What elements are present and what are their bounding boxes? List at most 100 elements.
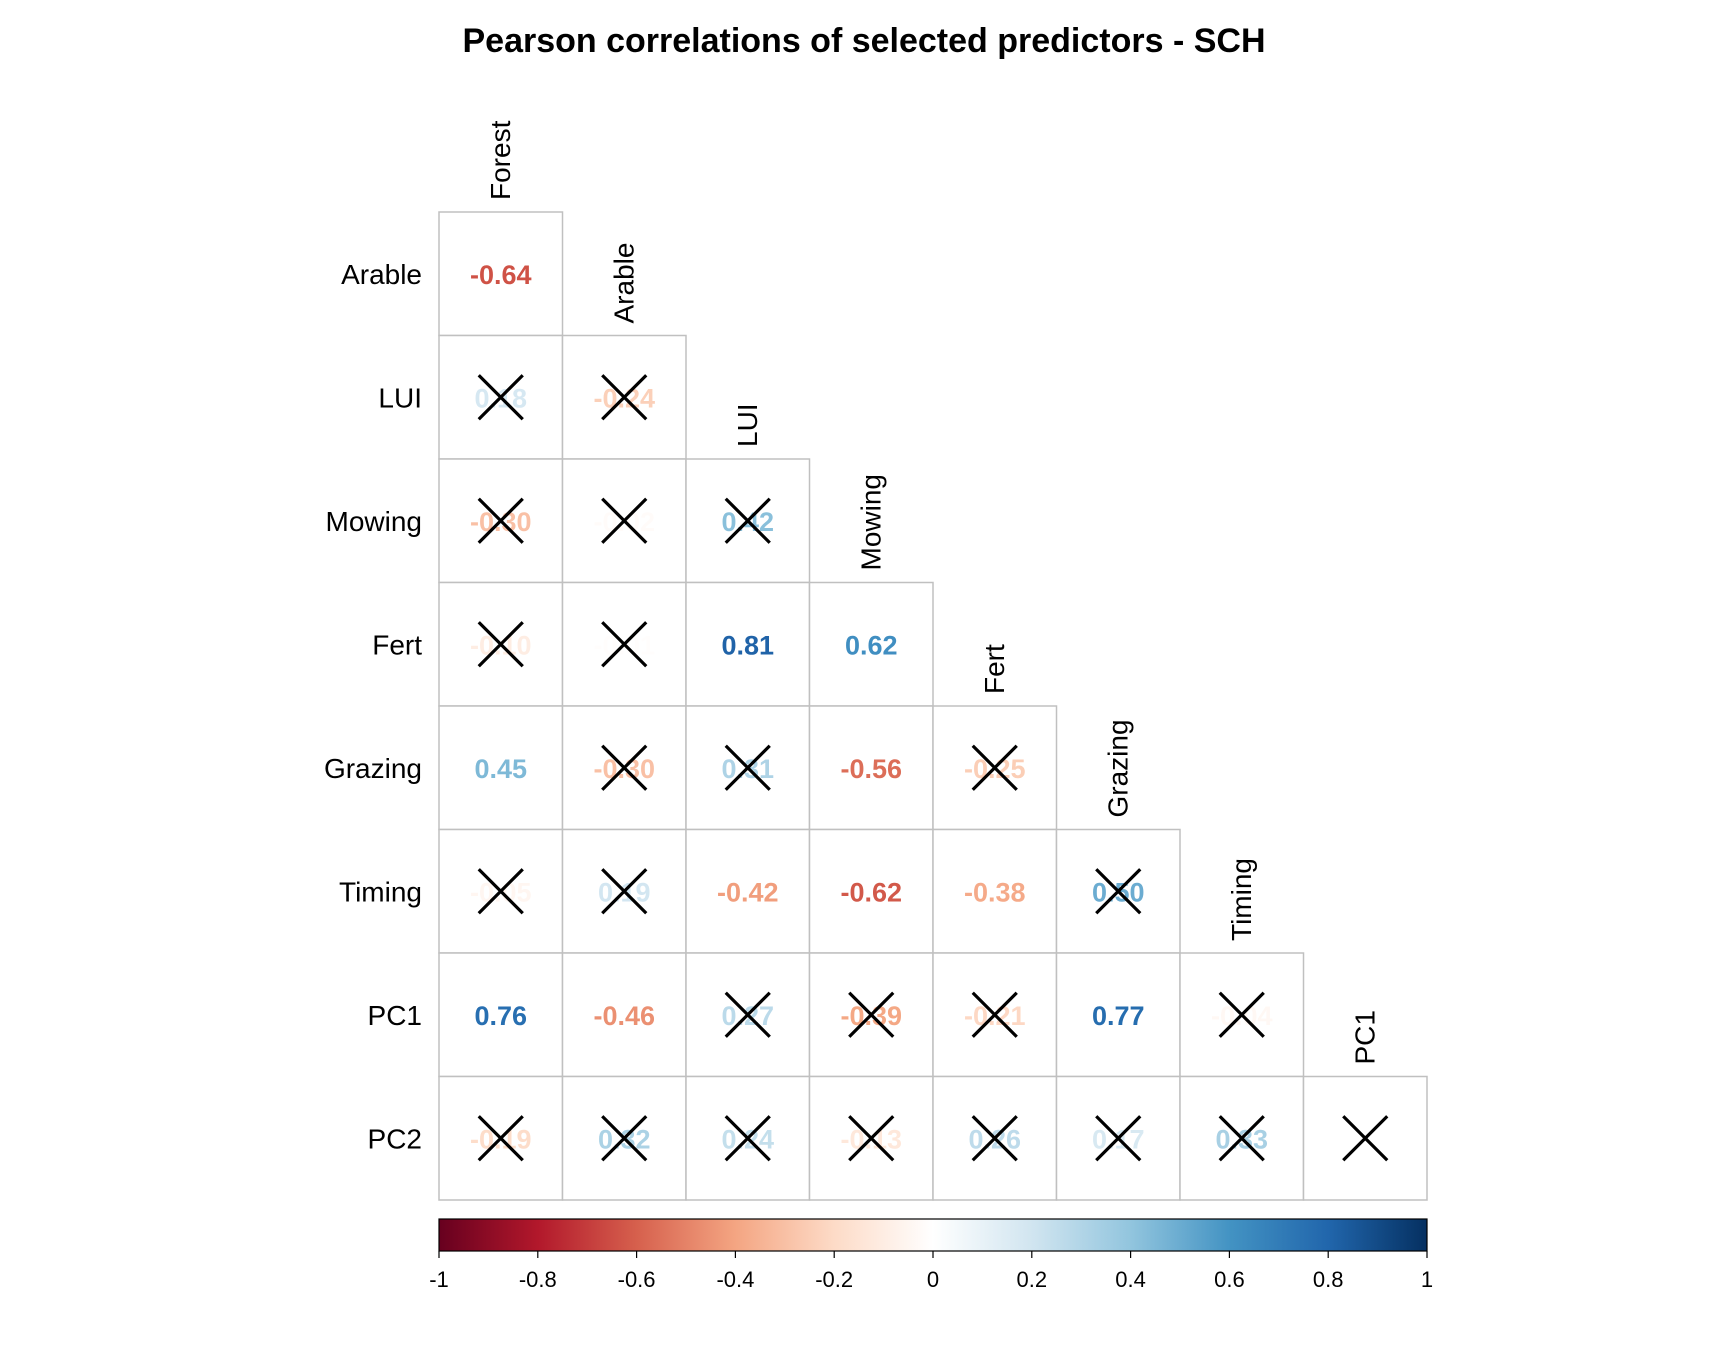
cell-border <box>1055 952 1181 1078</box>
colorbar-tick-label: 0.6 <box>1214 1267 1245 1292</box>
column-label: Arable <box>608 243 639 324</box>
cell-value-label: -0.38 <box>964 877 1026 907</box>
column-label: Grazing <box>1102 719 1133 817</box>
matrix-cell: -0.30 <box>561 705 687 831</box>
row-label: Fert <box>372 629 422 660</box>
cross-mark-icon <box>601 868 648 915</box>
cross-mark-icon <box>601 621 648 668</box>
cross-mark-icon <box>1218 1115 1265 1162</box>
cell-border <box>685 581 811 707</box>
cross-mark-icon <box>724 1115 771 1162</box>
matrix-cell: 0.26 <box>932 1075 1058 1201</box>
chart-title: Pearson correlations of selected predict… <box>462 22 1265 60</box>
cell-value-label: 0.76 <box>474 1001 527 1031</box>
matrix-cell: 0.32 <box>561 1075 687 1201</box>
matrix-cell <box>1302 1075 1428 1201</box>
cell-border <box>438 952 564 1078</box>
cross-mark-icon <box>971 1115 1018 1162</box>
matrix-cell: 0.31 <box>685 705 811 831</box>
matrix-cell: -0.56 <box>808 705 934 831</box>
column-label: PC1 <box>1349 1010 1380 1064</box>
cross-mark-icon <box>1095 1115 1142 1162</box>
row-label: Arable <box>341 259 422 290</box>
cross-mark-icon <box>477 497 524 544</box>
cell-border <box>932 828 1058 954</box>
matrix-cell: -0.21 <box>932 952 1058 1078</box>
cross-mark-icon <box>724 744 771 791</box>
colorbar-tick-label: -0.2 <box>815 1267 853 1292</box>
cross-mark-icon <box>477 621 524 668</box>
colorbar-tick-label: 0.2 <box>1017 1267 1048 1292</box>
matrix-cell: -0.05 <box>438 828 564 954</box>
cross-mark-icon <box>1095 868 1142 915</box>
matrix-cell: 0.18 <box>438 334 564 460</box>
matrix-cell: 0.81 <box>685 581 811 707</box>
cross-mark-icon <box>848 991 895 1038</box>
matrix-cell: 0.45 <box>438 705 564 831</box>
matrix-cell: -0.10 <box>438 581 564 707</box>
matrix-cell: -0.64 <box>438 211 564 337</box>
cell-value-label: -0.64 <box>470 260 532 290</box>
matrix-cell: 0.17 <box>1055 1075 1181 1201</box>
matrix-cell: -0.02 <box>561 458 687 584</box>
cells-layer: -0.640.18 -0.24-0.30 -0.02 0.42-0.10 -0.01 0.… <box>438 211 1428 1201</box>
colorbar-gradient <box>438 1218 1428 1252</box>
matrix-cell: 0.50 <box>1055 828 1181 954</box>
row-label: PC1 <box>368 1000 422 1031</box>
cell-value-label: 0.77 <box>1092 1001 1145 1031</box>
cell-value-label: 0.81 <box>721 630 774 660</box>
cross-mark-icon <box>971 744 1018 791</box>
matrix-cell: -0.46 <box>561 952 687 1078</box>
colorbar-tick-label: 0 <box>927 1267 939 1292</box>
matrix-cell: -0.19 <box>438 1075 564 1201</box>
matrix-cell: -0.04 <box>1179 952 1305 1078</box>
cross-mark-icon <box>724 991 771 1038</box>
cross-mark-icon <box>601 744 648 791</box>
matrix-cell: 0.42 <box>685 458 811 584</box>
row-label: LUI <box>378 382 422 413</box>
cross-mark-icon <box>477 1115 524 1162</box>
matrix-cell: -0.39 <box>808 952 934 1078</box>
matrix-cell: -0.01 <box>561 581 687 707</box>
cross-mark-icon <box>601 1115 648 1162</box>
cell-value-label: 0.62 <box>845 630 898 660</box>
cell-border <box>438 705 564 831</box>
matrix-cell: 0.27 <box>685 952 811 1078</box>
matrix-cell: -0.25 <box>932 705 1058 831</box>
column-label: Timing <box>1226 858 1257 941</box>
column-label: LUI <box>732 403 763 447</box>
labels-layer: Arable LUI Mowing Fert Grazing Timing PC1 PC2 Fo… <box>324 120 1380 1154</box>
cross-mark-icon <box>477 374 524 421</box>
row-label: Mowing <box>326 506 422 537</box>
matrix-cell: -0.62 <box>808 828 934 954</box>
cross-mark-icon <box>601 374 648 421</box>
cell-value-label: -0.62 <box>840 877 902 907</box>
colorbar-tick-label: -0.6 <box>618 1267 656 1292</box>
row-label: Grazing <box>324 753 422 784</box>
cell-border <box>808 705 934 831</box>
cell-value-label: -0.56 <box>840 754 902 784</box>
cross-mark-icon <box>848 1115 895 1162</box>
cross-mark-icon <box>1342 1115 1389 1162</box>
row-label: Timing <box>339 876 422 907</box>
cross-mark-icon <box>601 497 648 544</box>
matrix-cell: 0.62 <box>808 581 934 707</box>
matrix-cell: 0.76 <box>438 952 564 1078</box>
colorbar-tick-label: -0.8 <box>519 1267 557 1292</box>
matrix-cell: -0.38 <box>932 828 1058 954</box>
cell-border <box>685 952 811 1078</box>
cell-value-label: -0.46 <box>593 1001 655 1031</box>
row-label: PC2 <box>368 1123 422 1154</box>
cell-border <box>561 952 687 1078</box>
cross-mark-icon <box>724 497 771 544</box>
colorbar-tick-label: 1 <box>1421 1267 1433 1292</box>
column-label: Forest <box>485 120 516 200</box>
matrix-cell: 0.77 <box>1055 952 1181 1078</box>
cell-value-label: -0.42 <box>717 877 779 907</box>
cross-mark-icon <box>477 868 524 915</box>
matrix-cell: -0.13 <box>808 1075 934 1201</box>
colorbar-tick-label: 0.8 <box>1313 1267 1344 1292</box>
column-label: Fert <box>979 644 1010 694</box>
